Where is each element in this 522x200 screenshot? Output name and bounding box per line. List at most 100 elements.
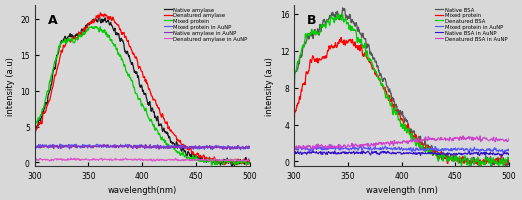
Mixed protein in AuNP [129, 146, 135, 149]
Denatured BSA [435, 160, 441, 162]
Native amylase in AuNP [143, 143, 149, 146]
Mixed protein [129, 80, 135, 83]
Native amylase in AuNP [129, 145, 135, 148]
Native amylase [159, 124, 165, 127]
Mixed protein in AuNP [175, 145, 182, 147]
Native amylase [129, 63, 135, 66]
Denatured amylase [194, 153, 200, 155]
Denatured BSA [389, 105, 395, 107]
Mixed protein in AuNP [418, 148, 424, 151]
Denatured amylase in AuNP [68, 157, 74, 159]
Line: Denatured amylase in AuNP: Denatured amylase in AuNP [34, 158, 250, 162]
Native BSA in AuNP [329, 151, 335, 153]
Denatured amylase [243, 164, 250, 166]
Mixed protein in AuNP [347, 148, 353, 151]
Denatured amylase [246, 161, 253, 163]
Native amylase in AuNP [159, 147, 165, 149]
Y-axis label: intensity (a.u): intensity (a.u) [265, 57, 274, 115]
Denatured BSA in AuNP [506, 137, 512, 139]
Denatured BSA [291, 103, 298, 105]
Denatured amylase [87, 23, 93, 26]
Mixed protein [246, 162, 253, 164]
Mixed protein [389, 101, 395, 103]
Native BSA [506, 160, 512, 162]
Native BSA in AuNP [435, 152, 441, 155]
Denatured BSA in AuNP [346, 145, 352, 148]
Native BSA in AuNP [418, 152, 424, 154]
Mixed protein [159, 137, 165, 140]
Line: Mixed protein in AuNP: Mixed protein in AuNP [294, 146, 509, 155]
Denatured amylase in AuNP [240, 161, 246, 163]
Mixed protein in AuNP [70, 144, 76, 147]
Mixed protein in AuNP [327, 145, 334, 147]
Native amylase in AuNP [31, 154, 38, 156]
Line: Denatured BSA: Denatured BSA [294, 15, 509, 167]
Native BSA in AuNP [506, 154, 512, 156]
Mixed protein in AuNP [435, 148, 441, 150]
Mixed protein [506, 158, 512, 160]
Line: Native amylase in AuNP: Native amylase in AuNP [34, 145, 250, 155]
X-axis label: wavelength (nm): wavelength (nm) [366, 186, 437, 194]
Native amylase in AuNP [175, 146, 182, 148]
Line: Mixed protein: Mixed protein [34, 27, 250, 165]
Denatured BSA in AuNP [453, 138, 459, 140]
Native BSA in AuNP [453, 153, 459, 155]
Native amylase [194, 156, 200, 158]
Denatured amylase in AuNP [129, 159, 135, 161]
Native BSA [418, 141, 424, 143]
Denatured amylase in AuNP [31, 160, 38, 162]
Denatured BSA in AuNP [460, 135, 466, 137]
Mixed protein in AuNP [57, 143, 63, 145]
Denatured amylase in AuNP [87, 159, 93, 161]
Mixed protein [194, 157, 200, 159]
Denatured BSA [453, 157, 459, 160]
Mixed protein [347, 39, 353, 42]
Line: Native BSA in AuNP: Native BSA in AuNP [294, 151, 509, 158]
Denatured amylase [129, 52, 135, 54]
Native amylase [175, 144, 182, 146]
Denatured amylase [69, 38, 76, 40]
Denatured BSA [339, 14, 346, 16]
Denatured BSA in AuNP [329, 145, 335, 147]
Mixed protein [209, 164, 215, 167]
Native amylase [246, 162, 253, 164]
Native amylase [31, 137, 38, 139]
Text: B: B [307, 14, 317, 26]
Denatured amylase [159, 116, 165, 119]
Native amylase in AuNP [246, 146, 253, 148]
Mixed protein [31, 139, 38, 142]
Denatured BSA [329, 18, 335, 20]
Native BSA [347, 14, 353, 16]
Native BSA [435, 152, 441, 155]
Denatured amylase in AuNP [70, 158, 76, 161]
Text: A: A [48, 14, 57, 26]
Denatured BSA in AuNP [291, 154, 298, 156]
Native BSA in AuNP [291, 157, 298, 159]
Mixed protein in AuNP [87, 145, 93, 147]
Mixed protein [453, 157, 459, 160]
Denatured amylase in AuNP [175, 158, 182, 161]
Mixed protein in AuNP [506, 148, 512, 150]
Line: Denatured BSA in AuNP: Denatured BSA in AuNP [294, 136, 509, 155]
Denatured BSA [347, 25, 353, 27]
Mixed protein in AuNP [194, 147, 200, 149]
Native BSA [503, 167, 509, 169]
Denatured amylase [97, 13, 103, 15]
Denatured amylase [175, 140, 182, 142]
Mixed protein in AuNP [291, 154, 298, 156]
Native amylase [229, 165, 235, 167]
Line: Mixed protein in AuNP: Mixed protein in AuNP [34, 144, 250, 154]
Denatured amylase in AuNP [246, 158, 253, 161]
Mixed protein [69, 40, 76, 43]
Native amylase [69, 37, 76, 40]
Denatured amylase in AuNP [194, 159, 200, 161]
Mixed protein [435, 156, 441, 158]
Mixed protein in AuNP [159, 146, 165, 148]
Line: Mixed protein: Mixed protein [294, 38, 509, 166]
Denatured BSA in AuNP [388, 142, 395, 145]
Native BSA [291, 104, 298, 107]
Mixed protein [478, 164, 484, 167]
Legend: Native BSA, Mixed protein, Denatured BSA, Mixed protein in AuNP, Native BSA in A: Native BSA, Mixed protein, Denatured BSA… [434, 7, 507, 42]
Native BSA in AuNP [347, 151, 353, 154]
Mixed protein [329, 47, 335, 49]
